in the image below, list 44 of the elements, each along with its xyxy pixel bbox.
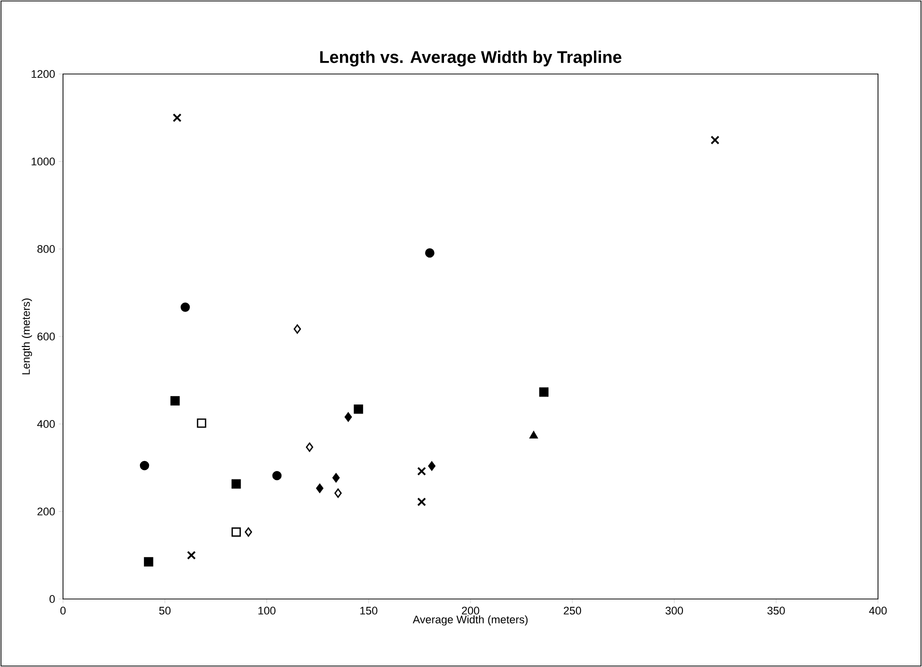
y-tick-label: 800 (37, 245, 55, 253)
point (710, 136, 720, 144)
point (332, 473, 340, 482)
x-tick-label: 50 (159, 606, 171, 615)
y-tick-label: 1000 (32, 158, 55, 166)
x-tick-label: 300 (666, 606, 683, 615)
y-tick-label: 400 (37, 420, 55, 428)
point (244, 527, 252, 537)
x-tick-label: 250 (564, 606, 582, 615)
x-tick-label: 150 (360, 606, 378, 615)
point (170, 396, 180, 406)
point (354, 404, 364, 414)
point (144, 557, 154, 566)
y-tick-label: 600 (38, 332, 55, 340)
point (344, 412, 352, 422)
point (272, 470, 282, 480)
point (316, 484, 324, 493)
point (232, 527, 241, 537)
point (196, 418, 206, 428)
y-tick-label: 0 (50, 595, 55, 603)
point (334, 488, 342, 498)
point (417, 497, 426, 506)
point (530, 431, 538, 438)
point (425, 248, 434, 258)
point (417, 466, 426, 476)
x-tick-label: 350 (767, 606, 785, 615)
x-tick-label: 200 (462, 606, 480, 615)
x-tick-label: 400 (869, 606, 887, 615)
point (294, 324, 301, 334)
point (172, 113, 182, 122)
point (306, 442, 314, 452)
y-tick-label: 1200 (32, 70, 55, 78)
point (186, 550, 196, 560)
point (140, 460, 150, 470)
y-axis-title: Length (meters) (22, 298, 32, 374)
chart-title: Length vs. Average Width by Trapline (320, 50, 622, 66)
point (428, 461, 436, 471)
point (232, 479, 241, 489)
point (539, 387, 549, 397)
y-tick-label: 200 (38, 508, 55, 516)
x-axis-title: Average Width (meters) (412, 615, 528, 626)
point (180, 302, 190, 312)
x-tick-label: 0 (60, 606, 66, 615)
x-tick-label: 100 (258, 606, 276, 615)
